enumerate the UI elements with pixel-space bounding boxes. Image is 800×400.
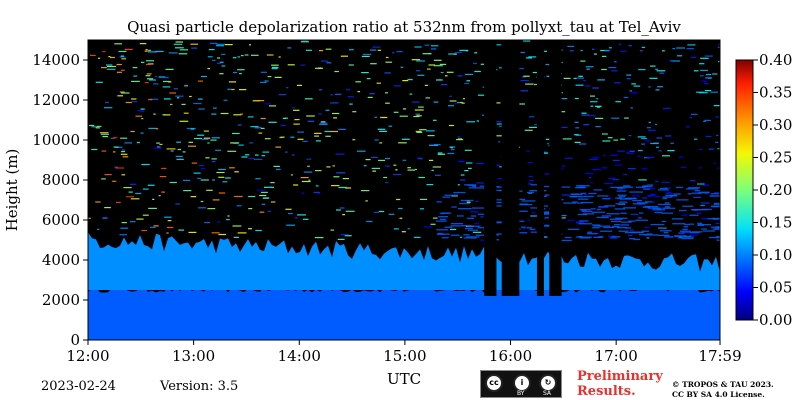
colorbar-tick-label: 0.15 [759, 214, 792, 232]
x-axis-label: UTC [387, 370, 421, 388]
colorbar-tick-label: 0.20 [759, 181, 792, 199]
x-tick-label: 17:00 [595, 347, 638, 365]
missing-data-block [536, 40, 544, 296]
y-axis: 0 2000 4000 6000 8000 10000 12000 14000 [32, 51, 88, 349]
layer-boundary-layer [88, 287, 720, 340]
x-tick-label: 14:00 [278, 347, 321, 365]
y-tick-label: 2000 [42, 291, 80, 309]
chart-title: Quasi particle depolarization ratio at 5… [127, 18, 681, 36]
x-tick-label: 15:00 [383, 347, 426, 365]
colorbar-gradient [735, 59, 754, 321]
x-tick-label: 12:00 [66, 347, 109, 365]
plot-area [88, 40, 720, 340]
x-tick-label: 17:59 [698, 347, 741, 365]
plot-frame [87, 39, 721, 341]
share-alike-icon: ↻ [539, 374, 557, 392]
x-tick-label: 16:00 [489, 347, 532, 365]
y-tick-label: 0 [70, 331, 80, 349]
colorbar-tick-label: 0.35 [759, 84, 792, 102]
y-tick-label: 6000 [42, 211, 80, 229]
y-tick-label: 4000 [42, 251, 80, 269]
y-axis-label: Height (m) [3, 149, 21, 232]
copyright-line-1: © TROPOS & TAU 2023. [672, 380, 774, 389]
colorbar-tick-label: 0.00 [759, 311, 792, 329]
preliminary-results-note: Preliminary Results. [577, 369, 663, 399]
missing-data-block [484, 40, 497, 296]
layer-lofted-aerosol [88, 232, 720, 290]
cc-sa-label: SA [543, 390, 552, 397]
missing-data-block [549, 40, 562, 296]
colorbar-tick-label: 0.40 [759, 51, 792, 69]
preliminary-line-2: Results. [577, 384, 636, 399]
cc-by-label: BY [517, 390, 525, 397]
preliminary-line-1: Preliminary [577, 369, 663, 384]
y-tick-label: 10000 [32, 131, 80, 149]
missing-data-block [501, 40, 520, 296]
x-axis: 12:00 13:00 14:00 15:00 16:00 17:00 17:59 [66, 340, 742, 365]
copyright-line-2: CC BY SA 4.0 License. [672, 390, 765, 399]
y-tick-label: 12000 [32, 91, 80, 109]
cc-icon: cc [485, 374, 503, 392]
colorbar-tick-label: 0.05 [759, 279, 792, 297]
colorbar-tick-label: 0.10 [759, 246, 792, 264]
colorbar-tick-label: 0.30 [759, 116, 792, 134]
version-label: Version: 3.5 [160, 379, 239, 394]
x-tick-label: 13:00 [172, 347, 215, 365]
colorbar: 0.00 0.05 0.10 0.15 0.20 0.25 0.30 0.35 0.40 [735, 51, 792, 329]
y-tick-label: 8000 [42, 171, 80, 189]
y-tick-label: 14000 [32, 51, 80, 69]
cc-license-badge[interactable]: cc i ↻ BY SA [480, 370, 562, 398]
by-person-icon: i [513, 374, 531, 392]
date-label: 2023-02-24 [41, 379, 116, 394]
chart-title-text: Quasi particle depolarization ratio at 5… [127, 18, 681, 36]
colorbar-tick-label: 0.25 [759, 149, 792, 167]
copyright-notice: © TROPOS & TAU 2023. CC BY SA 4.0 Licens… [672, 380, 774, 400]
